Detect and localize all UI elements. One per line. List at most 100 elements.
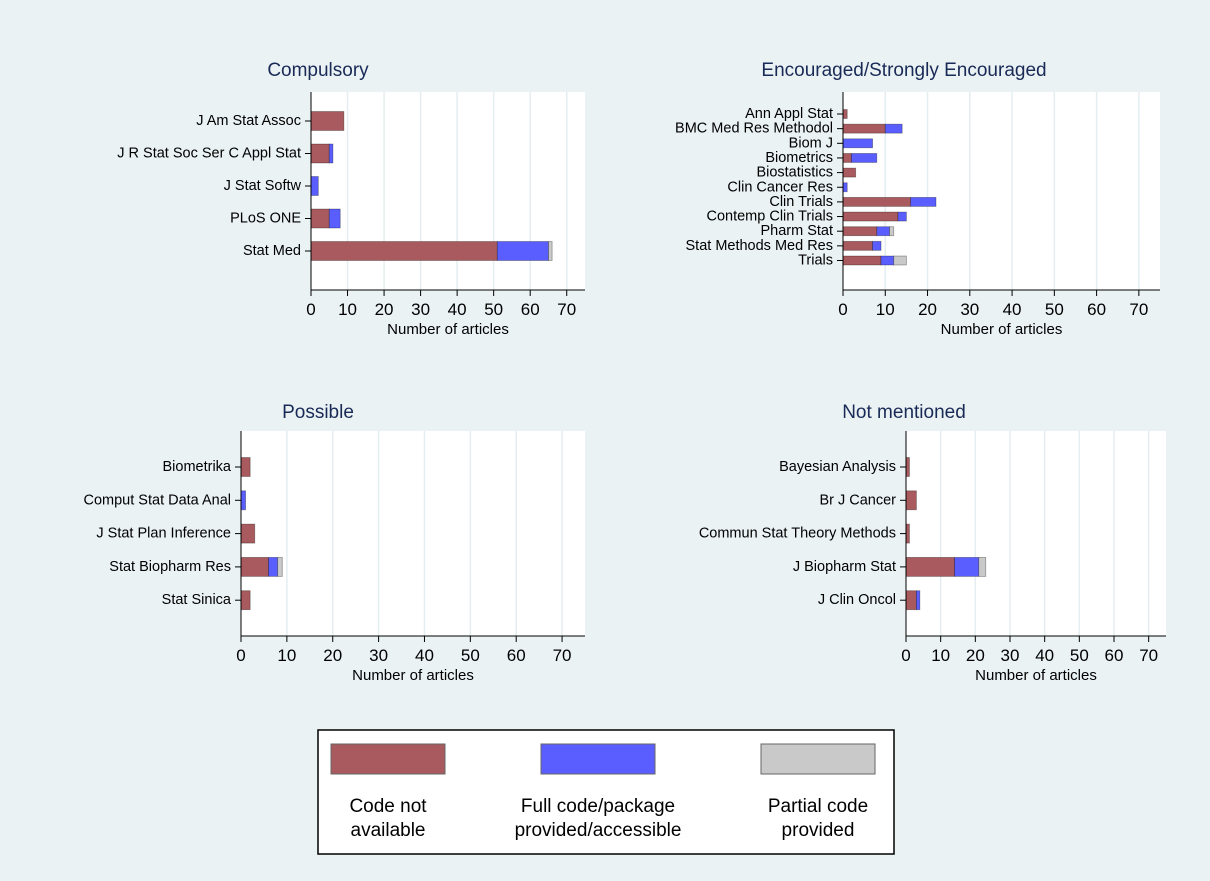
panel-title: Compulsory [267, 60, 369, 81]
legend-label: Partial code [768, 796, 868, 817]
bar-clin-trials-code-not-available [842, 196, 912, 207]
legend-label: Full code/package [521, 796, 675, 817]
category-label: Biometrics [765, 150, 833, 166]
bar-bmc-med-res-methodol-code-not-available [842, 123, 886, 134]
legend-label: available [351, 820, 426, 841]
bar-comput-stat-data-anal-full-code [240, 490, 246, 511]
x-tick-label: 20 [323, 646, 342, 665]
bar-j-clin-oncol-code-not-available [905, 590, 917, 611]
category-label: PLoS ONE [230, 211, 301, 227]
panel-title: Not mentioned [842, 402, 966, 423]
bar-plos-one-full-code [328, 208, 341, 229]
legend: Code not available Full code/package provid… [317, 729, 895, 855]
x-tick-label: 50 [484, 300, 503, 319]
x-axis-label: Number of articles [387, 321, 509, 338]
x-tick-label: 10 [277, 646, 296, 665]
category-label: Ann Appl Stat [745, 106, 833, 122]
x-tick-label: 10 [338, 300, 357, 319]
category-label: Stat Sinica [162, 592, 232, 608]
x-tick-label: 20 [966, 646, 985, 665]
bar-j-biopharm-stat-full-code [954, 557, 980, 577]
legend-label: provided/accessible [515, 820, 682, 841]
x-tick-label: 70 [553, 646, 572, 665]
category-label: J Biopharm Stat [793, 559, 896, 575]
bar-j-stat-softw-full-code [310, 176, 319, 196]
bar-pharm-stat-partial-code [889, 226, 895, 237]
x-axis-label: Number of articles [352, 667, 474, 684]
category-label: Pharm Stat [760, 223, 833, 239]
legend-swatch-full-code [540, 743, 656, 775]
x-tick-label: 60 [507, 646, 526, 665]
bar-j-r-stat-soc-ser-c-appl-stat-full-code [328, 143, 334, 164]
bar-br-j-cancer-code-not-available [905, 490, 917, 511]
category-label: Clin Trials [769, 194, 833, 210]
category-label: Commun Stat Theory Methods [699, 526, 896, 542]
bar-bayesian-analysis-code-not-available [905, 457, 910, 477]
category-label: Bayesian Analysis [779, 459, 896, 475]
bar-stat-methods-med-res-code-not-available [842, 240, 873, 251]
x-axis-label: Number of articles [941, 321, 1063, 338]
bar-contemp-clin-trials-full-code [897, 211, 907, 222]
bar-j-biopharm-stat-code-not-available [905, 557, 955, 577]
bar-stat-biopharm-res-code-not-available [240, 557, 269, 577]
category-label: Comput Stat Data Anal [84, 492, 232, 508]
x-tick-label: 0 [901, 646, 910, 665]
x-tick-label: 50 [1070, 646, 1089, 665]
x-tick-label: 40 [415, 646, 434, 665]
bar-bmc-med-res-methodol-full-code [884, 123, 903, 134]
x-tick-label: 20 [375, 300, 394, 319]
category-label: Biom J [789, 135, 833, 151]
panel-not-mentioned: Bayesian Analysis Br J Cancer Commun Stat … [699, 402, 1166, 684]
category-label: Stat Med [243, 243, 301, 259]
category-label: Contemp Clin Trials [706, 209, 833, 225]
bar-j-stat-plan-inference-code-not-available [240, 523, 256, 544]
category-label: Stat Methods Med Res [686, 238, 834, 254]
panel-title: Encouraged/Strongly Encouraged [761, 60, 1046, 81]
plot-area [241, 431, 585, 636]
x-tick-label: 10 [931, 646, 950, 665]
bar-j-am-stat-assoc-code-not-available [310, 111, 345, 131]
x-axis-label: Number of articles [975, 667, 1097, 684]
x-tick-label: 50 [1045, 300, 1064, 319]
bar-stat-med-full-code [496, 241, 549, 261]
category-label: Biometrika [163, 459, 232, 475]
panel-title: Possible [282, 402, 354, 423]
x-tick-label: 50 [461, 646, 480, 665]
x-tick-label: 40 [1035, 646, 1054, 665]
bar-biostatistics-code-not-available [842, 167, 857, 178]
category-label: Trials [798, 253, 833, 269]
category-label: BMC Med Res Methodol [675, 121, 833, 137]
x-tick-label: 30 [369, 646, 388, 665]
x-tick-label: 30 [960, 300, 979, 319]
bar-clin-trials-full-code [910, 196, 937, 207]
bar-stat-biopharm-res-partial-code [277, 557, 283, 577]
bar-plos-one-code-not-available [310, 208, 330, 229]
bar-contemp-clin-trials-code-not-available [842, 211, 899, 222]
category-label: Clin Cancer Res [727, 179, 833, 195]
bar-j-clin-oncol-full-code [916, 590, 921, 611]
x-tick-label: 70 [1129, 300, 1148, 319]
x-tick-label: 30 [1001, 646, 1020, 665]
x-tick-label: 70 [1139, 646, 1158, 665]
bar-trials-code-not-available [842, 255, 882, 266]
bar-stat-biopharm-res-full-code [268, 557, 279, 577]
x-tick-label: 30 [411, 300, 430, 319]
bar-biometrics-full-code [851, 153, 878, 163]
x-tick-label: 60 [1087, 300, 1106, 319]
x-tick-label: 0 [236, 646, 245, 665]
bar-pharm-stat-full-code [876, 226, 890, 237]
category-label: Biostatistics [756, 165, 833, 181]
bar-pharm-stat-code-not-available [842, 226, 878, 237]
category-label: J R Stat Soc Ser C Appl Stat [117, 146, 301, 162]
bar-biom-j-full-code [842, 138, 873, 149]
legend-swatch-partial-code [760, 743, 876, 775]
bar-stat-sinica-code-not-available [240, 590, 251, 611]
x-tick-label: 40 [1003, 300, 1022, 319]
legend-swatch-code-not-available [330, 743, 446, 775]
category-label: J Clin Oncol [818, 592, 896, 608]
bar-trials-full-code [880, 255, 895, 266]
bar-stat-methods-med-res-full-code [872, 240, 882, 251]
category-label: J Stat Plan Inference [96, 526, 231, 542]
bar-ann-appl-stat-code-not-available [842, 109, 848, 119]
